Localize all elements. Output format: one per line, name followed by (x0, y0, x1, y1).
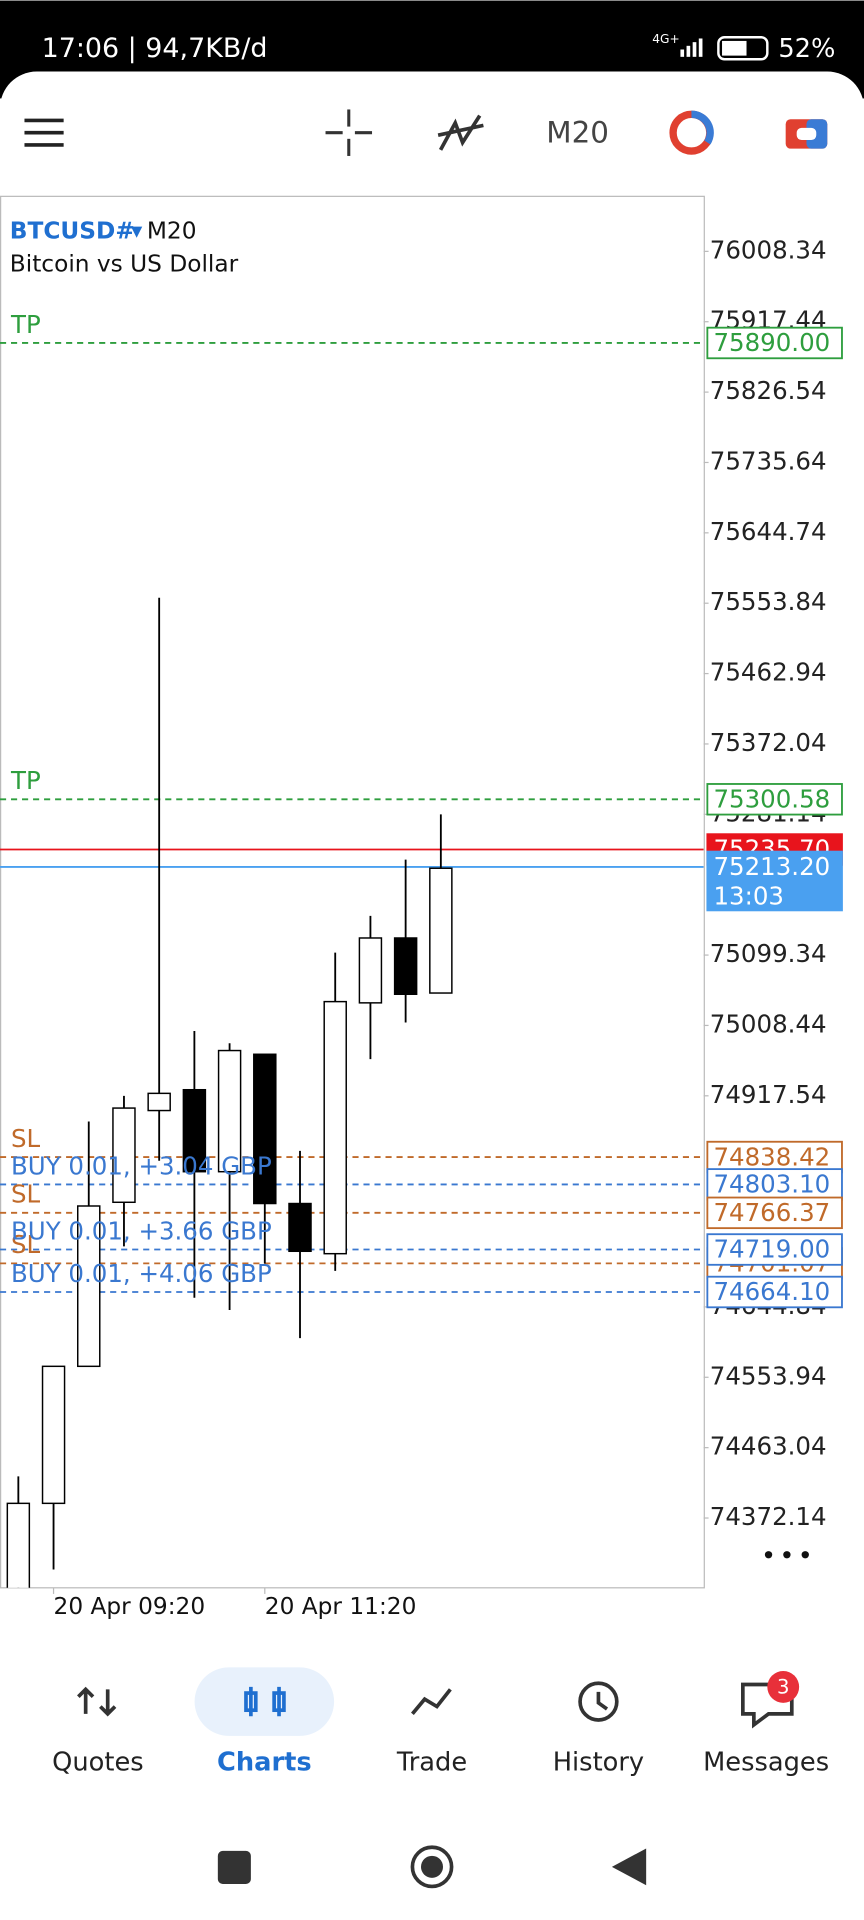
level-label: 75213.20 (713, 852, 830, 881)
symbol-dropdown[interactable]: ▼ (131, 223, 143, 240)
badge (767, 1671, 800, 1703)
timeframe-button[interactable]: M20 (546, 115, 609, 149)
charts-icon (272, 1691, 286, 1713)
y-tick-label: 74463.04 (710, 1432, 827, 1461)
level-name: SL (11, 1124, 41, 1153)
nav-tab[interactable]: History (553, 1747, 644, 1777)
symbol[interactable]: BTCUSD# (10, 217, 135, 244)
candle-body (147, 1092, 171, 1112)
x-tick-label: 20 Apr 09:20 (54, 1593, 206, 1620)
status-time: 17:06 | 94,7KB/d (42, 33, 268, 64)
active-tab-bg (194, 1667, 335, 1736)
y-tick-label: 76008.34 (710, 235, 827, 264)
level-name: TP (10, 766, 41, 795)
y-tick-label: 75372.04 (710, 728, 827, 757)
level-label: 75300.58 (713, 784, 830, 813)
recents-button[interactable] (217, 1850, 251, 1884)
level-name: TP (10, 310, 41, 339)
level-box (706, 1233, 843, 1266)
candle-body (6, 1502, 31, 1588)
nav-tab[interactable]: Messages (703, 1747, 829, 1777)
level-box (706, 1196, 843, 1230)
home-button-dot (420, 1855, 444, 1878)
crosshair-button[interactable] (325, 109, 373, 156)
candle-body (112, 1107, 136, 1204)
candle-body (358, 937, 383, 1004)
objects-icon (691, 110, 714, 145)
symbol-description: Bitcoin vs US Dollar (10, 250, 239, 277)
level-timer: 13:03 (713, 882, 784, 911)
y-tick-label: 74917.54 (710, 1080, 827, 1109)
level-name: BUY 0.01, +3.66 GBP (11, 1216, 272, 1245)
y-tick-label: 75644.74 (710, 517, 827, 546)
level-box (706, 1275, 843, 1309)
nav-tab[interactable]: Quotes (52, 1747, 143, 1777)
level-label: 74803.10 (713, 1170, 830, 1199)
battery-icon (717, 36, 769, 61)
level-label: 75890.00 (713, 328, 830, 357)
y-tick-label: 74372.14 (710, 1502, 827, 1531)
back-button[interactable] (611, 1848, 647, 1886)
y-tick-label: 75826.54 (710, 376, 827, 405)
level-label: 74664.10 (713, 1277, 830, 1306)
quotes-icon (77, 1686, 117, 1717)
level-label: 74766.37 (713, 1198, 830, 1227)
level-box (706, 783, 843, 816)
candle-body (41, 1365, 66, 1505)
nav-tab[interactable]: Trade (396, 1747, 467, 1777)
network: 4G+ (652, 32, 679, 46)
candle-body (393, 937, 418, 996)
nav-tab[interactable]: Charts (217, 1747, 312, 1777)
candle-body (323, 1000, 347, 1255)
plot (0, 342, 704, 1588)
battery-level (722, 40, 747, 56)
y-tick-label: 75735.64 (710, 446, 827, 475)
level-name: SL (11, 1230, 41, 1259)
history-icon (596, 1691, 609, 1711)
candle-body (182, 1088, 207, 1173)
level-name: BUY 0.01, +3.04 GBP (11, 1151, 272, 1180)
level-label: 74838.42 (713, 1142, 830, 1171)
candle-body (288, 1202, 312, 1253)
menu-button[interactable] (24, 118, 64, 147)
level-box (706, 326, 843, 360)
candle-body (77, 1205, 101, 1368)
charts-icon (244, 1691, 258, 1713)
level-box (706, 1168, 843, 1201)
candle-body (217, 1049, 242, 1173)
trade-icon (806, 119, 828, 149)
candle-body (253, 1053, 277, 1205)
badge-count: 3 (777, 1676, 789, 1699)
chart-area (0, 195, 705, 1589)
candle-body (429, 867, 453, 994)
level-name: BUY 0.01, +4.06 GBP (11, 1259, 272, 1288)
trade-icon (411, 1688, 452, 1716)
chart-timeframe: M20 (147, 217, 197, 244)
level-box (706, 850, 843, 912)
home-button[interactable] (410, 1845, 454, 1889)
battery: 52% (778, 34, 835, 64)
y-tick-label: 75008.44 (710, 1009, 827, 1038)
signal (680, 38, 703, 57)
y-tick-label: 75462.94 (710, 658, 827, 687)
history-icon (578, 1681, 619, 1722)
indicators-button[interactable] (437, 114, 484, 151)
y-tick-label: 74553.94 (710, 1361, 827, 1390)
y-tick-label: 75099.34 (710, 939, 827, 968)
trade-icon (796, 127, 817, 141)
level-name: SL (11, 1180, 41, 1209)
y-tick-label: 75553.84 (710, 587, 827, 616)
level-label: 74719.00 (713, 1235, 830, 1264)
more[interactable] (764, 1551, 809, 1559)
x-tick-label: 20 Apr 11:20 (265, 1593, 417, 1620)
